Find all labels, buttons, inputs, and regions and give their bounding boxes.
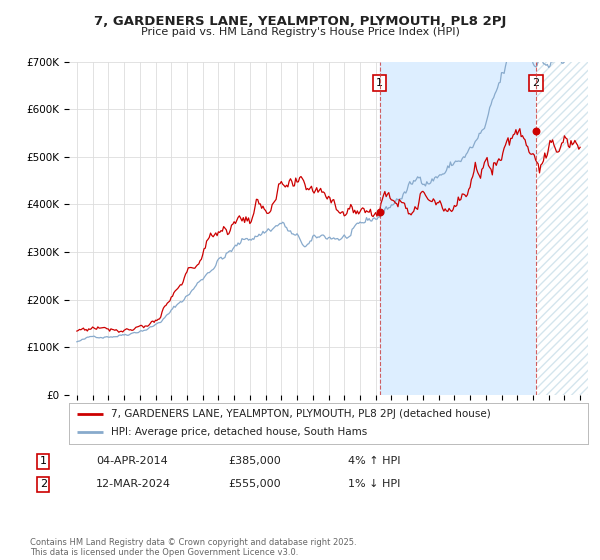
Text: £555,000: £555,000	[228, 479, 281, 489]
Point	[375, 207, 385, 216]
Text: Contains HM Land Registry data © Crown copyright and database right 2025.
This d: Contains HM Land Registry data © Crown c…	[30, 538, 356, 557]
Point	[532, 126, 541, 135]
Text: 4% ↑ HPI: 4% ↑ HPI	[348, 456, 401, 466]
Text: 7, GARDENERS LANE, YEALMPTON, PLYMOUTH, PL8 2PJ (detached house): 7, GARDENERS LANE, YEALMPTON, PLYMOUTH, …	[110, 409, 490, 419]
Bar	[536, 62, 588, 395]
Text: 1: 1	[40, 456, 47, 466]
Text: 04-APR-2014: 04-APR-2014	[96, 456, 168, 466]
Text: HPI: Average price, detached house, South Hams: HPI: Average price, detached house, Sout…	[110, 427, 367, 437]
Text: 2: 2	[533, 78, 539, 88]
Text: £385,000: £385,000	[228, 456, 281, 466]
Text: 2: 2	[40, 479, 47, 489]
Bar	[380, 62, 536, 395]
Text: 1: 1	[376, 78, 383, 88]
Bar	[536, 62, 588, 395]
Text: 7, GARDENERS LANE, YEALMPTON, PLYMOUTH, PL8 2PJ: 7, GARDENERS LANE, YEALMPTON, PLYMOUTH, …	[94, 15, 506, 28]
Text: Price paid vs. HM Land Registry's House Price Index (HPI): Price paid vs. HM Land Registry's House …	[140, 27, 460, 37]
Text: 1% ↓ HPI: 1% ↓ HPI	[348, 479, 400, 489]
Text: 12-MAR-2024: 12-MAR-2024	[96, 479, 171, 489]
